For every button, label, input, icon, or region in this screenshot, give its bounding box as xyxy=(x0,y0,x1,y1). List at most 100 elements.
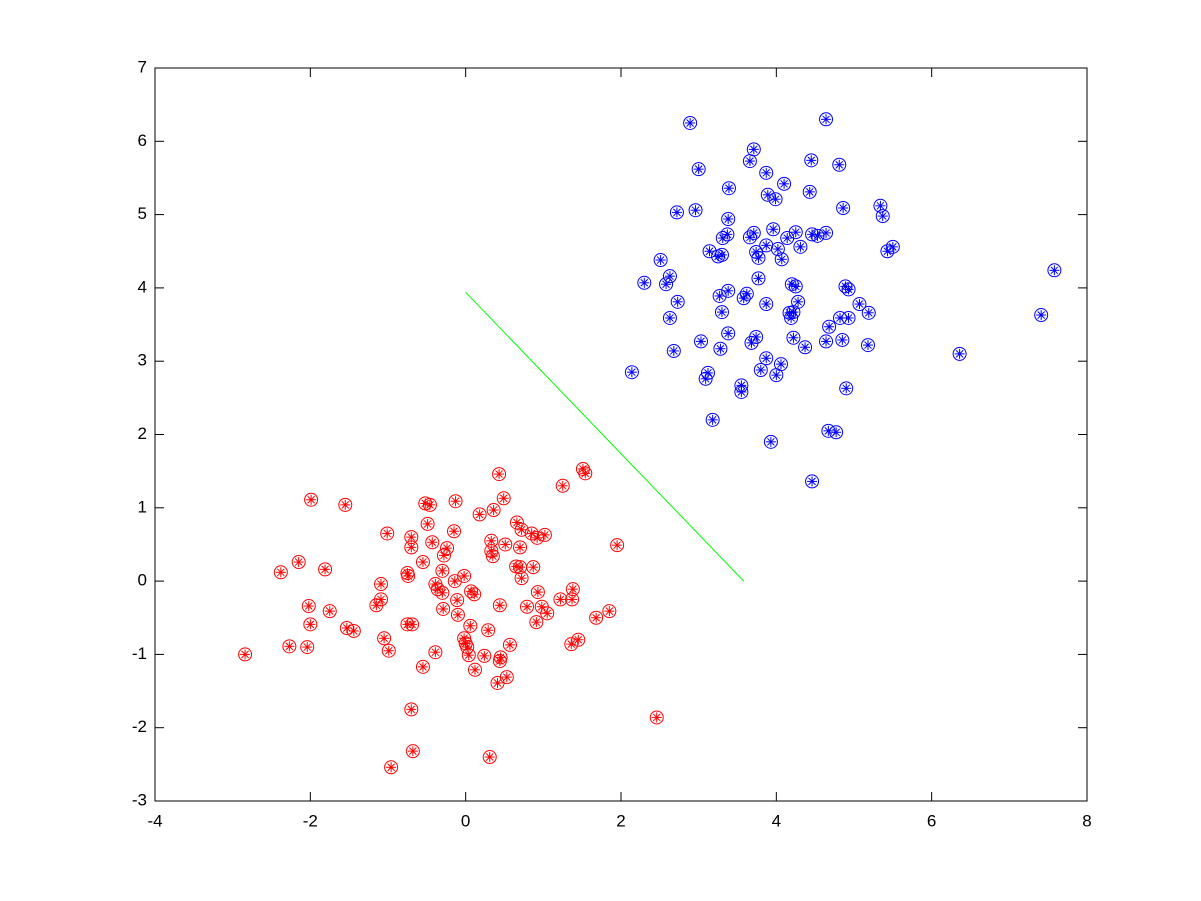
marker xyxy=(819,334,834,349)
marker-circle xyxy=(763,434,778,449)
marker-stroke xyxy=(464,651,473,659)
marker-circle xyxy=(786,330,801,345)
marker xyxy=(428,645,443,660)
marker-circle xyxy=(715,231,730,246)
marker-stroke xyxy=(306,620,315,629)
marker-stroke xyxy=(516,563,524,572)
marker xyxy=(477,648,492,663)
marker xyxy=(377,631,392,646)
marker-stroke xyxy=(466,621,475,630)
marker xyxy=(746,142,761,157)
marker-circle xyxy=(463,618,478,633)
marker-circle xyxy=(415,555,430,570)
marker-stroke xyxy=(558,481,567,490)
marker-circle xyxy=(637,275,652,290)
marker-circle xyxy=(852,297,867,312)
marker-stroke xyxy=(771,195,780,204)
marker-stroke xyxy=(495,470,503,478)
marker xyxy=(819,112,834,127)
marker-circle xyxy=(530,530,545,545)
marker xyxy=(885,239,900,254)
marker-circle xyxy=(346,623,361,638)
marker-stroke xyxy=(656,256,665,264)
marker-stroke xyxy=(421,499,430,508)
marker-circle xyxy=(777,176,792,191)
marker-circle xyxy=(553,592,568,607)
marker-stroke xyxy=(763,190,772,199)
marker xyxy=(238,647,253,662)
marker-circle xyxy=(380,526,395,541)
marker-circle xyxy=(447,574,462,589)
marker xyxy=(774,252,789,267)
marker-stroke xyxy=(805,188,814,196)
marker-circle xyxy=(435,585,450,600)
marker-stroke xyxy=(864,341,872,349)
marker-circle xyxy=(736,291,751,306)
marker-stroke xyxy=(450,577,459,585)
marker xyxy=(659,277,674,292)
marker-stroke xyxy=(669,347,678,355)
marker xyxy=(746,225,761,240)
marker-circle xyxy=(509,515,524,530)
marker xyxy=(404,540,419,555)
marker-stroke xyxy=(767,437,775,446)
marker-circle xyxy=(822,319,837,334)
marker xyxy=(875,209,890,224)
marker-circle xyxy=(810,228,825,243)
marker xyxy=(788,225,803,240)
marker xyxy=(714,305,729,320)
marker-stroke xyxy=(762,241,771,250)
marker-circle xyxy=(377,631,392,646)
marker-stroke xyxy=(484,626,493,635)
marker-stroke xyxy=(715,292,724,300)
marker-stroke xyxy=(754,274,763,283)
x-tick-label: -4 xyxy=(147,811,162,830)
plot-area xyxy=(238,112,1062,775)
marker-stroke xyxy=(822,337,830,346)
marker xyxy=(301,599,316,614)
marker-circle xyxy=(492,653,507,668)
marker-circle xyxy=(291,555,306,570)
marker-circle xyxy=(721,181,736,196)
marker xyxy=(662,310,677,325)
marker-stroke xyxy=(737,388,746,396)
marker-stroke xyxy=(439,605,447,613)
marker xyxy=(401,568,416,583)
marker xyxy=(683,115,698,130)
marker xyxy=(502,637,517,652)
marker-stroke xyxy=(543,609,552,618)
marker-circle xyxy=(322,604,337,619)
marker-stroke xyxy=(380,634,388,643)
marker-stroke xyxy=(532,618,541,627)
marker-circle xyxy=(791,294,806,309)
marker-circle xyxy=(450,607,465,622)
y-tick-label: 3 xyxy=(138,351,147,370)
marker-stroke xyxy=(574,635,583,644)
marker-stroke xyxy=(431,580,440,588)
marker-stroke xyxy=(454,610,462,619)
marker-circle xyxy=(873,198,888,213)
marker xyxy=(304,492,319,507)
marker xyxy=(485,549,500,564)
marker-stroke xyxy=(739,294,748,303)
marker-circle xyxy=(415,659,430,674)
marker-stroke xyxy=(568,595,576,604)
marker-stroke xyxy=(517,574,526,583)
marker-stroke xyxy=(480,652,489,660)
marker-stroke xyxy=(772,371,781,379)
marker-stroke xyxy=(423,520,432,528)
marker-stroke xyxy=(673,208,681,217)
marker xyxy=(819,225,834,240)
marker-stroke xyxy=(791,282,800,291)
marker xyxy=(702,244,717,259)
marker-stroke xyxy=(537,602,546,611)
marker-circle xyxy=(447,524,462,539)
marker-circle xyxy=(461,648,476,663)
marker-circle xyxy=(514,522,529,537)
marker-stroke xyxy=(774,245,782,253)
marker-stroke xyxy=(529,563,538,572)
marker xyxy=(530,585,545,600)
marker-stroke xyxy=(453,596,461,605)
marker-stroke xyxy=(241,650,249,659)
x-tick-label: 6 xyxy=(927,811,936,830)
